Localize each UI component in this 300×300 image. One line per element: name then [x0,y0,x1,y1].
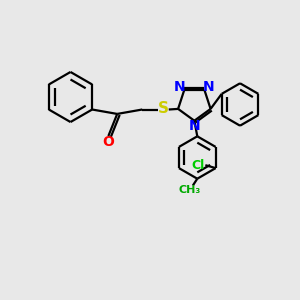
Text: S: S [158,101,169,116]
Text: CH₃: CH₃ [179,185,201,195]
Text: N: N [188,119,200,133]
Text: N: N [174,80,186,94]
Text: O: O [102,135,114,149]
Text: Cl: Cl [191,159,205,172]
Text: N: N [203,80,214,94]
